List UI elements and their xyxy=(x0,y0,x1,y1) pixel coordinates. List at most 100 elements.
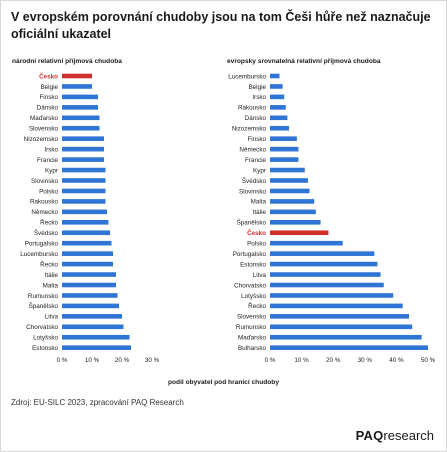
left-bar xyxy=(62,240,112,246)
left-category-label: Nizozemsko xyxy=(24,136,59,143)
left-category-label: Polsko xyxy=(39,188,58,195)
right-tick-label: 30 % xyxy=(358,357,373,364)
left-bar xyxy=(62,334,130,340)
left-category-label: Estonsko xyxy=(32,345,58,352)
right-category-label: Německo xyxy=(239,146,266,153)
left-bar xyxy=(62,251,113,256)
right-bar xyxy=(270,199,315,204)
left-bar xyxy=(62,209,107,215)
right-bar xyxy=(270,334,422,340)
left-tick-label: 0 % xyxy=(57,357,68,364)
right-bar xyxy=(270,188,310,194)
left-category-label: Portugalsko xyxy=(25,241,59,248)
right-category-label: Estonsko xyxy=(240,261,266,268)
left-category-label: Francie xyxy=(37,157,58,164)
right-bar xyxy=(270,157,299,162)
right-bar xyxy=(270,115,288,121)
left-bar xyxy=(62,157,104,162)
right-bar xyxy=(270,209,316,215)
left-bar xyxy=(62,125,100,131)
left-category-label: Řecko xyxy=(40,218,58,227)
left-category-label: Rumunsko xyxy=(28,293,59,300)
paq-research-logo: PAQresearch xyxy=(356,428,434,443)
left-bar xyxy=(62,303,119,309)
left-category-label: Slovensko xyxy=(29,126,59,133)
right-bar xyxy=(270,251,375,256)
left-category-label: Maďarsko xyxy=(30,115,59,122)
logo-rest: research xyxy=(383,428,434,443)
left-category-label: Řecko xyxy=(40,259,58,268)
right-bar xyxy=(270,84,283,89)
x-axis-label: podíl obyvatel pod hranicí chudoby xyxy=(167,379,279,386)
left-bar xyxy=(62,94,98,100)
right-category-label: Slovensko xyxy=(237,314,267,321)
left-bar xyxy=(62,73,92,79)
right-bar xyxy=(270,272,381,277)
right-category-label: Španělsko xyxy=(237,218,267,227)
left-bar xyxy=(62,84,92,89)
right-bar xyxy=(270,261,378,267)
right-bar xyxy=(270,94,285,100)
left-category-label: Česko xyxy=(39,71,58,80)
left-category-label: Slovinsko xyxy=(31,178,58,185)
right-category-label: Lotyšsko xyxy=(241,293,266,300)
right-category-label: Maďarsko xyxy=(238,335,267,342)
right-bar xyxy=(270,136,297,141)
left-bar xyxy=(62,220,109,225)
left-category-label: Belgie xyxy=(40,84,58,91)
right-category-label: Itálie xyxy=(253,209,267,216)
left-bar xyxy=(62,178,106,183)
bar-charts: Česko Belgie Finsko Dánsko Maďarsko Slovensko… xyxy=(20,71,435,364)
right-category-label: Slovinsko xyxy=(239,188,266,195)
left-tick-label: 30 % xyxy=(145,357,160,364)
left-bar xyxy=(62,115,100,121)
left-category-label: Chorvatsko xyxy=(26,324,58,331)
left-category-label: Itálie xyxy=(45,272,59,279)
right-tick-label: 10 % xyxy=(294,357,309,364)
right-bar xyxy=(270,167,305,173)
left-category-label: Finsko xyxy=(39,94,58,101)
right-bar xyxy=(270,303,403,309)
left-bar xyxy=(62,167,106,173)
right-category-label: Portugalsko xyxy=(233,251,267,258)
left-tick-label: 10 % xyxy=(85,357,100,364)
right-bar xyxy=(270,240,343,246)
right-category-label: Irsko xyxy=(252,94,266,101)
right-category-label: Nizozemsko xyxy=(232,126,267,133)
right-category-label: Litva xyxy=(253,272,267,279)
right-category-label: Rumunsko xyxy=(236,324,267,331)
left-chart-subtitle: národní relativní příjmová chudoba xyxy=(12,58,122,65)
right-bar xyxy=(270,324,413,330)
left-bar xyxy=(62,136,104,141)
right-bar xyxy=(270,220,321,225)
left-tick-label: 20 % xyxy=(115,357,130,364)
left-bar xyxy=(62,188,106,194)
right-bar xyxy=(270,125,289,131)
right-bar xyxy=(270,293,394,298)
right-category-label: Malta xyxy=(251,199,267,206)
right-category-label: Francie xyxy=(245,157,266,164)
right-category-label: Belgie xyxy=(248,84,266,91)
right-bar xyxy=(270,73,280,79)
left-bar xyxy=(62,345,131,350)
right-bar xyxy=(270,146,299,152)
left-category-label: Lucembursko xyxy=(20,251,58,258)
right-tick-label: 0 % xyxy=(265,357,276,364)
left-bar xyxy=(62,105,98,110)
right-category-label: Rakousko xyxy=(238,105,266,112)
right-category-label: Bulharsko xyxy=(238,345,266,352)
left-category-label: Malta xyxy=(43,282,59,289)
left-category-label: Španělsko xyxy=(29,301,59,310)
left-bar xyxy=(62,199,106,204)
left-category-label: Rakousko xyxy=(30,199,58,206)
right-category-label: Kypr xyxy=(253,167,266,174)
left-bar xyxy=(62,282,116,288)
left-bar xyxy=(62,324,124,330)
right-category-label: Lucembursko xyxy=(228,73,266,80)
right-category-label: Chorvatsko xyxy=(234,282,266,289)
left-bar xyxy=(62,146,104,152)
right-category-label: Dánsko xyxy=(245,115,267,122)
left-bar xyxy=(62,314,122,319)
left-category-label: Litva xyxy=(45,314,59,321)
